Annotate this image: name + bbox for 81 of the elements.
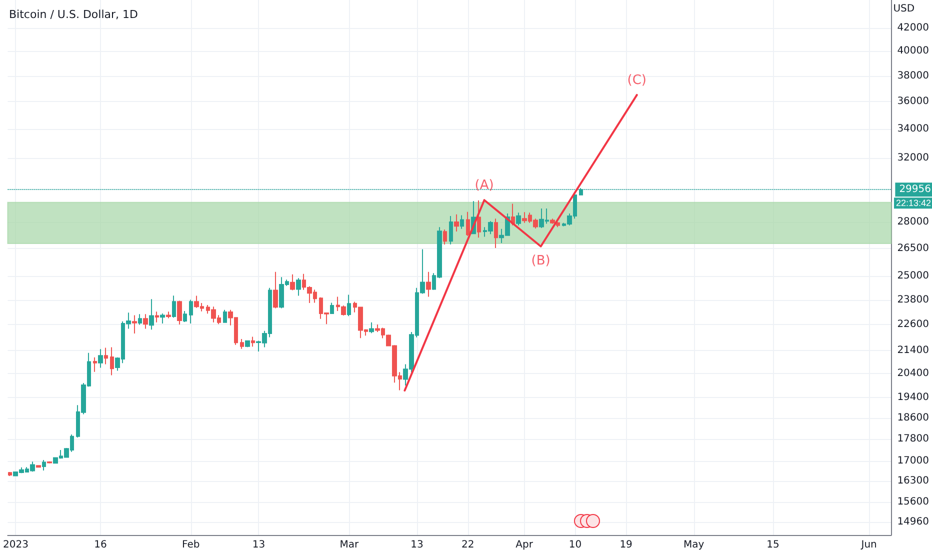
y-tick-label: 22600 <box>897 319 929 330</box>
candlestick <box>138 314 142 326</box>
candlestick <box>443 229 447 246</box>
candlestick <box>240 338 244 350</box>
candlestick <box>449 216 453 245</box>
y-tick-label: 28000 <box>897 216 929 228</box>
candlestick <box>149 298 154 330</box>
y-tick-label: 20400 <box>897 368 929 380</box>
x-tick-label: Jun <box>860 540 877 550</box>
y-tick-label: 14960 <box>897 516 929 528</box>
y-tick-label: 17800 <box>897 433 929 444</box>
candlestick <box>550 218 555 224</box>
candlestick <box>511 203 515 226</box>
x-tick-label: 16 <box>94 540 107 550</box>
candlestick <box>110 346 114 376</box>
candlestick <box>454 214 459 232</box>
y-tick-label: 25000 <box>897 270 929 282</box>
candlestick <box>155 311 159 323</box>
candlestick <box>47 460 52 464</box>
candlestick <box>93 356 97 372</box>
annotation: (C) <box>627 72 646 88</box>
x-tick-label: May <box>684 540 704 550</box>
y-tick-label: 15600 <box>897 496 929 508</box>
candlestick <box>460 214 464 230</box>
candlestick <box>42 459 46 472</box>
candlestick <box>223 309 227 324</box>
candlestick <box>8 471 12 476</box>
candlestick <box>245 340 250 348</box>
candlestick <box>177 300 182 326</box>
x-tick-label: 22 <box>461 540 474 550</box>
y-tick-label: 36000 <box>897 96 929 108</box>
candlestick <box>516 212 521 226</box>
candlestick <box>36 464 41 468</box>
y-tick-label: 23800 <box>897 294 929 306</box>
candlestick <box>477 200 481 238</box>
x-tick-label: 10 <box>568 540 582 550</box>
candlestick <box>369 322 374 334</box>
y-tick-label: 19400 <box>897 392 929 404</box>
y-tick-label: 32000 <box>897 152 929 164</box>
candlestick <box>330 302 334 314</box>
candlestick <box>290 274 295 291</box>
candlestick <box>160 312 165 324</box>
x-tick-label: Apr <box>516 540 534 550</box>
candlestick <box>172 295 176 318</box>
candlestick <box>273 271 278 309</box>
candlestick <box>98 348 103 368</box>
line-series <box>404 94 638 392</box>
x-tick-label: 13 <box>410 540 424 550</box>
y-tick-label: 38000 <box>897 70 929 82</box>
x-tick-label: 2023 <box>2 540 28 550</box>
candlestick <box>132 314 137 334</box>
candlestick <box>556 221 560 228</box>
annotation: (B) <box>531 253 550 268</box>
candlestick <box>183 310 187 323</box>
candlestick <box>426 271 431 298</box>
candlestick <box>166 311 171 319</box>
y-tick-label: 34000 <box>897 124 929 135</box>
y-tick-label: 40000 <box>897 46 929 57</box>
text: 22:13:42 <box>896 198 932 208</box>
candlestick <box>189 299 193 324</box>
y-tick-label: 42000 <box>897 22 929 34</box>
x-tick-label: Mar <box>340 540 360 550</box>
candlestick <box>466 211 470 236</box>
candlestick <box>104 347 108 365</box>
x-tick-label: 15 <box>766 540 780 550</box>
candlestick <box>143 314 148 330</box>
y-tick-label: 18600 <box>897 412 929 424</box>
candlestick <box>251 336 255 348</box>
y-tick-label: 17000 <box>897 455 929 466</box>
y-tick-label: 26500 <box>897 242 929 254</box>
candlestick <box>296 278 301 296</box>
text: Bitcoin / U.S. Dollar, 1D <box>9 8 138 21</box>
x-tick-label: 19 <box>620 540 632 550</box>
candlestick <box>347 294 351 317</box>
y-tick-label: 21400 <box>897 345 929 356</box>
ref-line-label: 29956 <box>899 184 931 196</box>
y-axis-title: USD <box>893 4 915 14</box>
y-tick-label: 16300 <box>897 475 929 486</box>
candlestick <box>494 218 498 248</box>
x-tick-label: 13 <box>252 540 266 550</box>
x-tick-label: Feb <box>182 540 200 550</box>
